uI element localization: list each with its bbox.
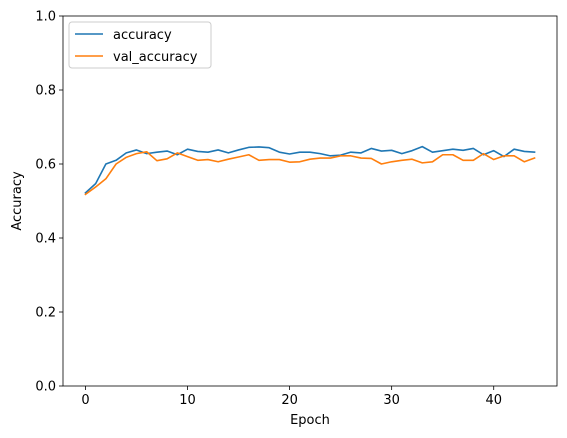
y-tick-label: 0.8 [35, 84, 56, 99]
x-tick-label: 20 [281, 393, 298, 408]
x-tick-label: 0 [81, 393, 89, 408]
x-axis-ticks: 0 10 20 30 40 [81, 386, 502, 408]
y-axis-label: Accuracy [10, 171, 25, 231]
x-tick-label: 10 [179, 393, 196, 408]
x-axis-label: Epoch [290, 413, 330, 428]
legend: accuracy val_accuracy [68, 21, 212, 69]
legend-label-accuracy: accuracy [113, 28, 172, 43]
x-tick-label: 40 [485, 393, 502, 408]
legend-label-val-accuracy: val_accuracy [113, 50, 198, 65]
y-tick-label: 0.4 [35, 232, 56, 247]
y-tick-label: 0.2 [35, 306, 56, 321]
x-tick-label: 30 [383, 393, 400, 408]
y-axis-ticks: 0.0 0.2 0.4 0.6 0.8 1.0 [35, 10, 63, 395]
y-tick-label: 0.0 [35, 380, 56, 395]
y-tick-label: 0.6 [35, 158, 56, 173]
series-line-val-accuracy [84, 150, 536, 196]
y-tick-label: 1.0 [35, 10, 56, 25]
plot-layer [84, 145, 536, 196]
legend-box [68, 21, 212, 69]
series-line-accuracy [84, 145, 536, 194]
axes-frame [62, 15, 558, 387]
